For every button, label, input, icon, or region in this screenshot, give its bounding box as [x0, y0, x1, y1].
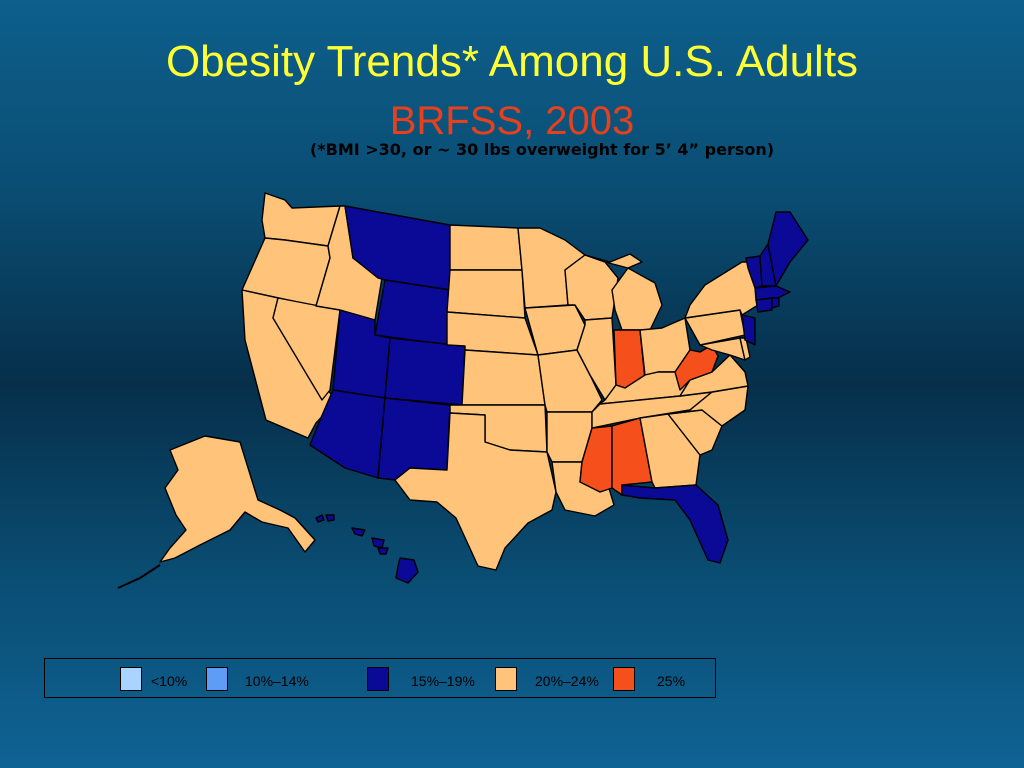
hawaii-island-maui — [371, 537, 385, 549]
state-wyoming — [374, 279, 451, 346]
state-alaska — [159, 435, 316, 563]
state-rhode-island — [771, 297, 780, 309]
slide-title: Obesity Trends* Among U.S. Adults — [165, 37, 859, 86]
state-illinois — [576, 317, 617, 401]
alaska-aleutian-chain — [117, 564, 161, 589]
legend-swatch-under-10 — [120, 667, 142, 691]
state-michigan-upper — [584, 253, 643, 269]
legend-swatch-20-24 — [495, 667, 517, 691]
state-south-dakota — [446, 269, 526, 319]
legend-label-15-19: 15%–19% — [411, 673, 475, 689]
legend-label-under-10: <10% — [151, 673, 188, 689]
legend-label-25: 25% — [657, 673, 686, 689]
legend: <10% 10%–14% 15%–19% 20%–24% 25% — [44, 658, 716, 698]
hawaii-island-molokai — [351, 527, 366, 537]
state-texas — [394, 412, 557, 571]
legend-swatch-25 — [613, 667, 635, 691]
hawaii-island-oahu — [325, 514, 335, 522]
state-washington — [261, 192, 341, 247]
bmi-footnote: (*BMI >30, or ~ 30 lbs overweight for 5’… — [309, 140, 775, 159]
state-maryland — [699, 337, 746, 361]
state-maine — [767, 211, 809, 287]
legend-label-20-24: 20%–24% — [535, 673, 599, 689]
state-hawaii — [315, 514, 419, 584]
legend-swatch-15-19 — [367, 667, 389, 691]
state-west-virginia — [674, 344, 719, 391]
slide-subtitle: BRFSS, 2003 — [389, 99, 635, 143]
state-michigan — [611, 267, 663, 331]
state-north-dakota — [449, 224, 523, 271]
state-connecticut — [755, 297, 773, 313]
legend-label-10-14: 10%–14% — [245, 673, 309, 689]
hawaii-island-big — [395, 557, 419, 584]
hawaii-island-kauai — [315, 514, 325, 523]
legend-swatch-10-14 — [206, 667, 228, 691]
state-new-jersey — [741, 314, 756, 346]
hawaii-island-lanai — [377, 547, 389, 555]
state-new-york — [684, 261, 759, 319]
state-kansas — [461, 349, 546, 406]
state-colorado — [384, 337, 466, 406]
state-massachusetts — [754, 285, 791, 301]
state-delaware — [739, 337, 751, 361]
state-idaho — [315, 205, 383, 321]
state-florida — [621, 484, 729, 564]
